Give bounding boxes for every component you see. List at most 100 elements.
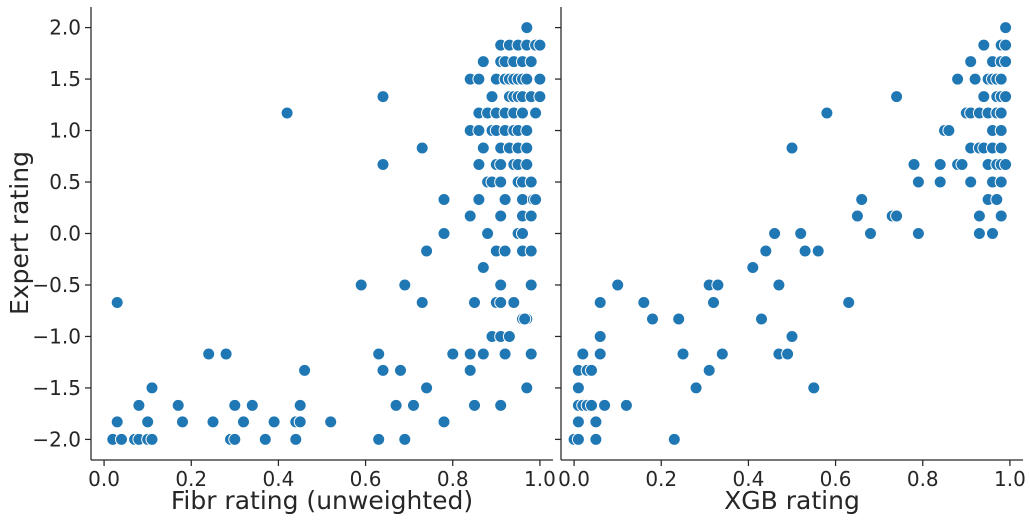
data-point [850,209,864,223]
data-point [589,432,603,446]
data-point [598,398,612,412]
data-point [420,381,434,395]
data-point [994,72,1008,86]
data-point [176,415,189,429]
x-tick-label: 0.4 [263,467,295,491]
data-point [933,158,947,171]
data-point [507,296,521,309]
data-point [115,432,128,446]
data-point [476,347,490,361]
data-point [933,175,947,189]
data-point [372,432,386,446]
data-point [437,415,451,429]
data-point [494,278,508,292]
data-point [446,347,460,361]
data-point [994,106,1008,120]
data-point [394,363,407,377]
data-point [520,21,534,35]
data-point [842,296,856,309]
data-point [637,296,651,309]
data-point [293,415,307,429]
data-point [715,347,729,361]
data-point [324,415,338,429]
data-point [289,432,303,446]
data-point [472,72,486,86]
data-point [280,106,294,120]
data-point [520,158,534,171]
y-tick-label: 0.5 [49,170,81,194]
data-point [571,415,585,429]
data-point [955,158,969,171]
x-tick-label: 0.0 [88,467,120,491]
data-point [811,244,825,258]
data-point [298,363,312,377]
data-point [389,398,403,412]
data-point [372,347,386,361]
data-point [468,398,481,412]
data-point [964,55,978,69]
data-point [585,398,598,412]
data-point [520,72,534,86]
data-point [516,227,529,240]
data-point [820,106,834,120]
data-point [267,415,281,429]
data-point [524,175,538,189]
data-point [524,347,538,361]
y-tick-label: 2.0 [49,16,81,40]
data-point [476,261,490,274]
data-point [437,193,451,206]
x-tick-label: 0.0 [558,467,590,491]
data-point [494,209,508,223]
x-ticks-fibr: 0.0 0.2 0.4 0.6 0.8 1.0 [88,460,556,491]
y-ticks: 2.0 1.5 1.0 0.5 0.0 −0.5 −1.0 −1.5 −2.0 [32,16,91,451]
data-point [463,209,477,223]
data-point [907,158,921,171]
data-point [202,347,216,361]
data-point [481,227,495,240]
data-point [785,141,799,155]
data-point [407,398,420,412]
data-point [593,347,607,361]
data-point [994,175,1008,189]
data-point [855,193,869,206]
data-point [999,21,1013,35]
data-point [463,347,477,361]
data-point [972,209,986,223]
data-point [472,193,486,206]
data-point [593,296,607,309]
x-tick-label: 0.2 [175,467,207,491]
data-point [237,415,250,429]
x-tick-label: 1.0 [994,467,1026,491]
data-point [219,347,233,361]
data-point [463,363,477,377]
data-point [999,38,1013,52]
data-point [977,38,991,52]
data-point [468,296,481,309]
x-axis-title-xgb: XGB rating [724,486,860,515]
data-point [498,244,512,258]
data-point [533,38,547,52]
data-point [977,90,991,104]
data-point [972,227,986,240]
data-point [437,227,451,240]
data-point [794,227,808,240]
data-point [911,175,925,189]
data-point [999,55,1013,69]
x-ticks-xgb: 0.0 0.2 0.4 0.6 0.8 1.0 [558,460,1026,491]
data-point [990,193,1004,206]
data-point [589,415,603,429]
data-point [994,141,1008,155]
data-point [619,398,633,412]
data-point [890,209,904,223]
data-point [498,193,512,206]
data-point [755,312,768,326]
y-axis-title: Expert rating [5,151,34,315]
y-tick-label: −2.0 [32,427,81,451]
data-point [494,158,508,171]
data-point [994,124,1008,137]
data-point [702,363,716,377]
data-point [498,347,512,361]
data-point [145,381,159,395]
x-axis-title-fibr: Fibr rating (unweighted) [171,486,473,515]
data-point [571,432,585,446]
